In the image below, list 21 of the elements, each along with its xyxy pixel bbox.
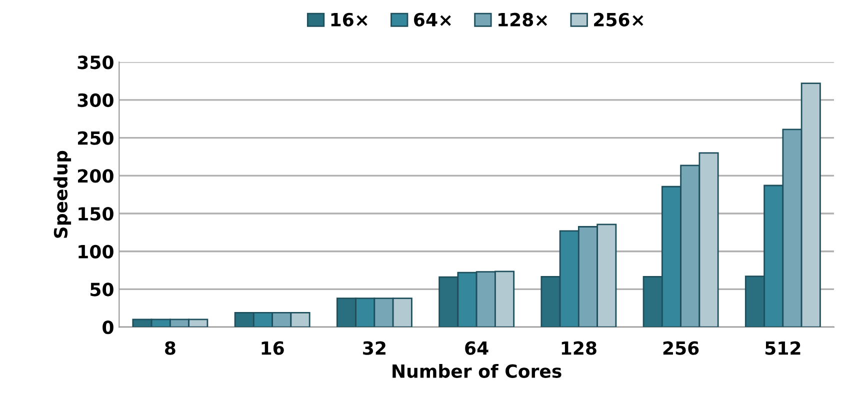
y-tick-label: 150	[78, 206, 114, 221]
x-tick-label: 32	[363, 341, 386, 355]
y-tick-label: 0	[102, 320, 114, 334]
x-tick-label: 64	[465, 341, 488, 355]
x-tick-label: 512	[765, 341, 800, 355]
x-axis-title: Number of Cores	[392, 364, 562, 378]
x-tick-label: 128	[562, 341, 596, 355]
legend-label: 16×	[331, 12, 368, 26]
y-tick-label: 100	[78, 244, 114, 258]
legend-label: 256×	[594, 12, 644, 26]
x-tick-label: 8	[165, 341, 176, 355]
y-tick-label: 350	[78, 56, 114, 70]
y-tick-label: 200	[78, 169, 114, 183]
legend-label: 64×	[414, 12, 451, 26]
y-tick-label: 250	[78, 131, 114, 145]
legend-label: 128×	[498, 12, 548, 26]
y-tick-label: 300	[78, 93, 114, 108]
y-tick-label: 50	[90, 282, 114, 296]
x-tick-label: 16	[262, 341, 284, 355]
y-axis-title: Speedup	[54, 150, 72, 238]
x-tick-label: 256	[663, 341, 699, 355]
